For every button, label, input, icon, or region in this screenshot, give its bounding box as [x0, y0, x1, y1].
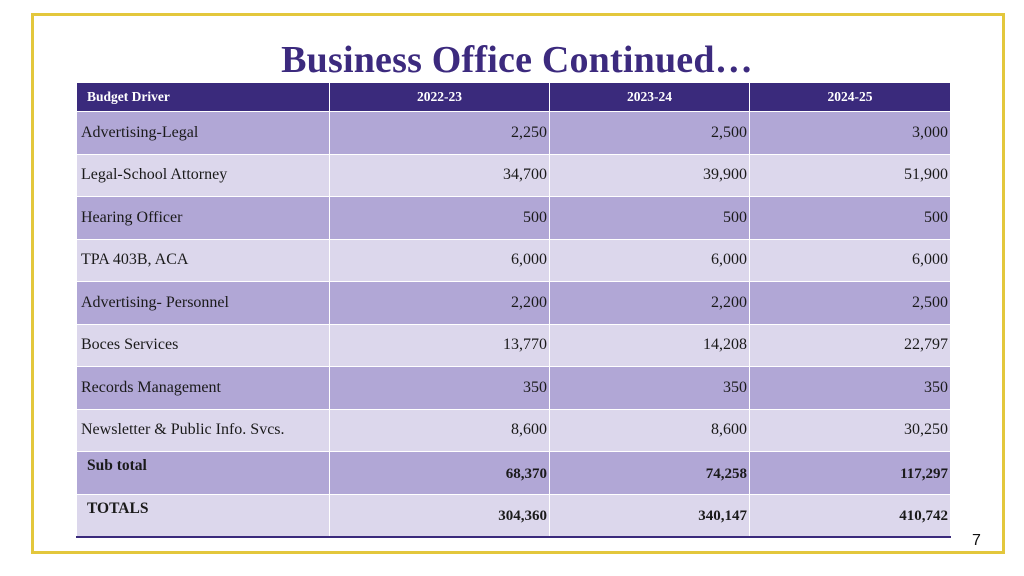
totals-label: TOTALS: [76, 493, 330, 537]
header-budget-driver: Budget Driver: [76, 82, 330, 112]
header-2022-23: 2022-23: [329, 82, 550, 112]
table-row: Records Management 350 350 350: [76, 366, 951, 410]
table-row: Newsletter & Public Info. Svcs. 8,600 8,…: [76, 408, 951, 452]
cell-2024-25: 2,500: [749, 281, 951, 325]
slide-frame: [31, 13, 1005, 554]
cell-2024-25: 350: [749, 366, 951, 410]
table-row: Boces Services 13,770 14,208 22,797: [76, 323, 951, 367]
slide-title: Business Office Continued…: [281, 39, 753, 81]
cell-2022-23: 34,700: [329, 153, 550, 197]
table-header-row: Budget Driver 2022-23 2023-24 2024-25: [76, 82, 951, 112]
cell-2023-24: 14,208: [549, 323, 750, 367]
cell-2023-24: 6,000: [549, 238, 750, 282]
row-label: Advertising-Legal: [76, 111, 330, 155]
subtotal-2023-24: 74,258: [549, 451, 750, 495]
cell-2024-25: 6,000: [749, 238, 951, 282]
table-row: Legal-School Attorney 34,700 39,900 51,9…: [76, 153, 951, 197]
cell-2023-24: 350: [549, 366, 750, 410]
cell-2022-23: 350: [329, 366, 550, 410]
budget-table: Budget Driver 2022-23 2023-24 2024-25 Ad…: [76, 82, 951, 538]
row-label: Records Management: [76, 366, 330, 410]
row-label: Legal-School Attorney: [76, 153, 330, 197]
totals-2024-25: 410,742: [749, 493, 951, 537]
cell-2023-24: 39,900: [549, 153, 750, 197]
table-row: Advertising-Legal 2,250 2,500 3,000: [76, 111, 951, 155]
cell-2023-24: 2,500: [549, 111, 750, 155]
page-number: 7: [972, 532, 981, 549]
subtotal-row: Sub total 68,370 74,258 117,297: [76, 451, 951, 495]
row-label: Hearing Officer: [76, 196, 330, 240]
cell-2024-25: 3,000: [749, 111, 951, 155]
row-label: Advertising- Personnel: [76, 281, 330, 325]
table-row: Hearing Officer 500 500 500: [76, 196, 951, 240]
cell-2024-25: 500: [749, 196, 951, 240]
subtotal-2024-25: 117,297: [749, 451, 951, 495]
cell-2024-25: 30,250: [749, 408, 951, 452]
cell-2023-24: 500: [549, 196, 750, 240]
cell-2022-23: 2,250: [329, 111, 550, 155]
header-2023-24: 2023-24: [549, 82, 750, 112]
cell-2022-23: 8,600: [329, 408, 550, 452]
table-row: Advertising- Personnel 2,200 2,200 2,500: [76, 281, 951, 325]
totals-2023-24: 340,147: [549, 493, 750, 537]
cell-2024-25: 22,797: [749, 323, 951, 367]
row-label: TPA 403B, ACA: [76, 238, 330, 282]
cell-2023-24: 2,200: [549, 281, 750, 325]
subtotal-label: Sub total: [76, 451, 330, 495]
table-row: TPA 403B, ACA 6,000 6,000 6,000: [76, 238, 951, 282]
row-label: Newsletter & Public Info. Svcs.: [76, 408, 330, 452]
cell-2023-24: 8,600: [549, 408, 750, 452]
cell-2022-23: 2,200: [329, 281, 550, 325]
row-label: Boces Services: [76, 323, 330, 367]
cell-2022-23: 500: [329, 196, 550, 240]
cell-2024-25: 51,900: [749, 153, 951, 197]
header-2024-25: 2024-25: [749, 82, 951, 112]
totals-2022-23: 304,360: [329, 493, 550, 537]
cell-2022-23: 13,770: [329, 323, 550, 367]
subtotal-2022-23: 68,370: [329, 451, 550, 495]
totals-row: TOTALS 304,360 340,147 410,742: [76, 493, 951, 537]
cell-2022-23: 6,000: [329, 238, 550, 282]
